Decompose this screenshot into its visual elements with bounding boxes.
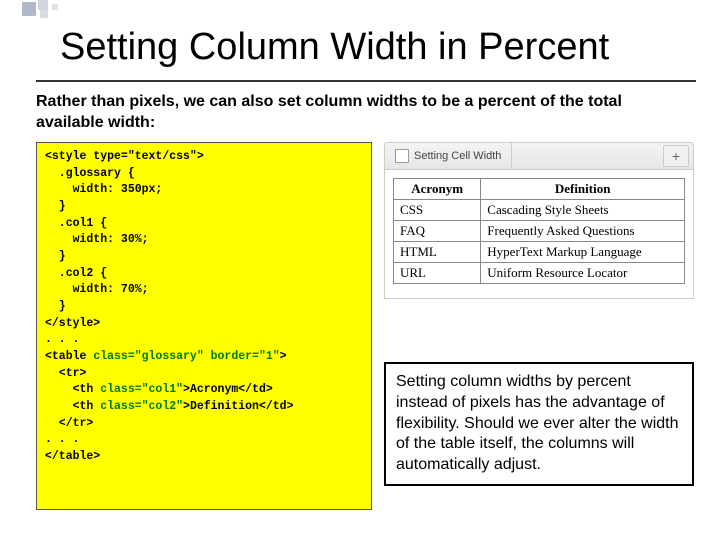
code-line: .glossary { xyxy=(45,167,135,180)
callout-note: Setting column widths by percent instead… xyxy=(384,362,694,486)
code-line: width: 350px; xyxy=(45,183,162,196)
code-line: <th xyxy=(45,383,100,396)
tab-label: Setting Cell Width xyxy=(414,150,501,162)
title-underline xyxy=(36,80,696,82)
intro-text: Rather than pixels, we can also set colu… xyxy=(36,92,686,134)
code-line: <tr> xyxy=(45,367,86,380)
code-line: } xyxy=(45,300,66,313)
table-header: Acronym xyxy=(394,179,481,200)
table-row: HTML HyperText Markup Language xyxy=(394,242,685,263)
code-line: <style type="text/css"> xyxy=(45,150,204,163)
code-line: width: 30%; xyxy=(45,233,149,246)
code-attr: class="glossary" border="1" xyxy=(93,350,279,363)
code-line: .col1 { xyxy=(45,217,107,230)
browser-tab[interactable]: Setting Cell Width xyxy=(385,143,512,169)
code-line: } xyxy=(45,200,66,213)
code-line: width: 70%; xyxy=(45,283,149,296)
table-cell: CSS xyxy=(394,200,481,221)
code-attr: class="col2" xyxy=(100,400,183,413)
table-cell: FAQ xyxy=(394,221,481,242)
table-cell: URL xyxy=(394,263,481,284)
code-line: .col2 { xyxy=(45,267,107,280)
table-cell: HTML xyxy=(394,242,481,263)
code-line: >Acronym</td> xyxy=(183,383,273,396)
page-icon xyxy=(395,149,409,163)
code-line: </tr> xyxy=(45,417,93,430)
slide-decoration xyxy=(0,0,720,22)
browser-body: Acronym Definition CSS Cascading Style S… xyxy=(384,169,694,299)
table-cell: Uniform Resource Locator xyxy=(481,263,685,284)
code-line: </style> xyxy=(45,317,100,330)
code-line: </table> xyxy=(45,450,100,463)
code-line: <table xyxy=(45,350,93,363)
table-header-row: Acronym Definition xyxy=(394,179,685,200)
table-row: URL Uniform Resource Locator xyxy=(394,263,685,284)
code-line: <th xyxy=(45,400,100,413)
table-header: Definition xyxy=(481,179,685,200)
code-line: > xyxy=(280,350,287,363)
page-title: Setting Column Width in Percent xyxy=(60,26,609,69)
code-attr: class="col1" xyxy=(100,383,183,396)
code-line: . . . xyxy=(45,333,80,346)
code-line: >Definition</td> xyxy=(183,400,293,413)
new-tab-button[interactable]: + xyxy=(663,145,689,167)
table-cell: Frequently Asked Questions xyxy=(481,221,685,242)
browser-tabbar: Setting Cell Width + xyxy=(384,142,694,169)
code-example: <style type="text/css"> .glossary { widt… xyxy=(36,142,372,510)
table-row: CSS Cascading Style Sheets xyxy=(394,200,685,221)
table-cell: Cascading Style Sheets xyxy=(481,200,685,221)
code-line: . . . xyxy=(45,433,80,446)
browser-preview: Setting Cell Width + Acronym Definition … xyxy=(384,142,694,299)
table-row: FAQ Frequently Asked Questions xyxy=(394,221,685,242)
glossary-table: Acronym Definition CSS Cascading Style S… xyxy=(393,178,685,284)
code-line: } xyxy=(45,250,66,263)
table-cell: HyperText Markup Language xyxy=(481,242,685,263)
